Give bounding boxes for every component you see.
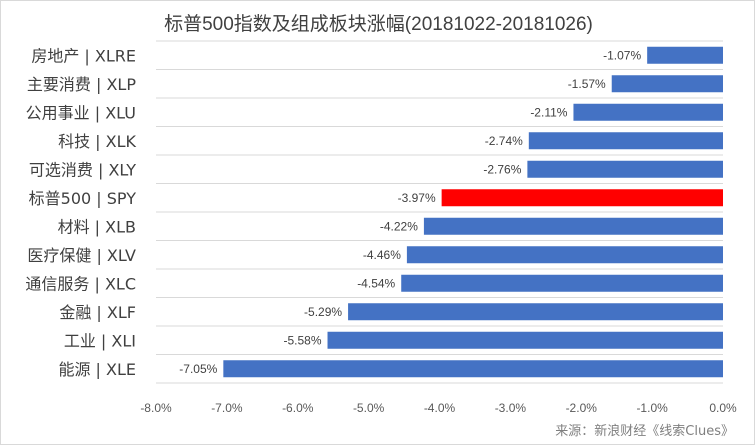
data-label: -5.29% (304, 305, 342, 319)
data-label: -1.57% (568, 77, 606, 91)
bar (406, 246, 723, 264)
data-label: -4.46% (363, 248, 401, 262)
bar (573, 103, 723, 121)
data-label: -4.22% (380, 219, 418, 233)
x-tick-label: 0.0% (709, 401, 737, 415)
category-label: 标普500 | SPY (29, 189, 137, 208)
category-label: 可选消费 | XLY (29, 160, 136, 179)
category-label: 通信服务 | XLC (25, 274, 136, 293)
bar (423, 217, 723, 235)
x-tick-label: -5.0% (353, 401, 385, 415)
bar (441, 189, 723, 207)
category-label: 公用事业 | XLU (26, 103, 136, 122)
bar (401, 274, 723, 292)
category-label: 材料 | XLB (58, 217, 136, 236)
x-tick-label: -8.0% (140, 401, 172, 415)
bar (647, 46, 723, 64)
bar (527, 160, 723, 178)
bar (348, 303, 723, 321)
category-label: 工业 | XLI (64, 331, 136, 350)
x-tick-label: -4.0% (424, 401, 456, 415)
x-tick-label: -7.0% (211, 401, 243, 415)
bar (223, 360, 724, 378)
bar (611, 75, 723, 93)
category-label: 房地产 | XLRE (31, 46, 136, 65)
x-tick-label: -2.0% (566, 401, 598, 415)
data-label: -1.07% (603, 48, 641, 62)
chart-title: 标普500指数及组成板块涨幅(20181022-20181026) (164, 14, 593, 35)
source-note: 来源：新浪财经《线索Clues》 (555, 424, 734, 439)
data-label: -7.05% (179, 362, 217, 376)
data-label: -5.58% (283, 333, 321, 347)
category-label: 科技 | XLK (58, 132, 136, 151)
category-label: 医疗保健 | XLV (27, 246, 136, 265)
x-tick-label: -6.0% (282, 401, 314, 415)
category-label: 主要消费 | XLP (27, 75, 136, 94)
data-label: -2.74% (485, 134, 523, 148)
x-tick-label: -3.0% (495, 401, 527, 415)
data-label: -3.97% (398, 191, 436, 205)
category-label: 金融 | XLF (59, 303, 136, 322)
bar (528, 132, 723, 150)
data-label: -2.76% (483, 162, 521, 176)
category-label: 能源 | XLE (58, 360, 136, 379)
x-tick-label: -1.0% (636, 401, 668, 415)
bar (327, 331, 723, 349)
data-label: -4.54% (357, 276, 395, 290)
data-label: -2.11% (530, 105, 567, 119)
